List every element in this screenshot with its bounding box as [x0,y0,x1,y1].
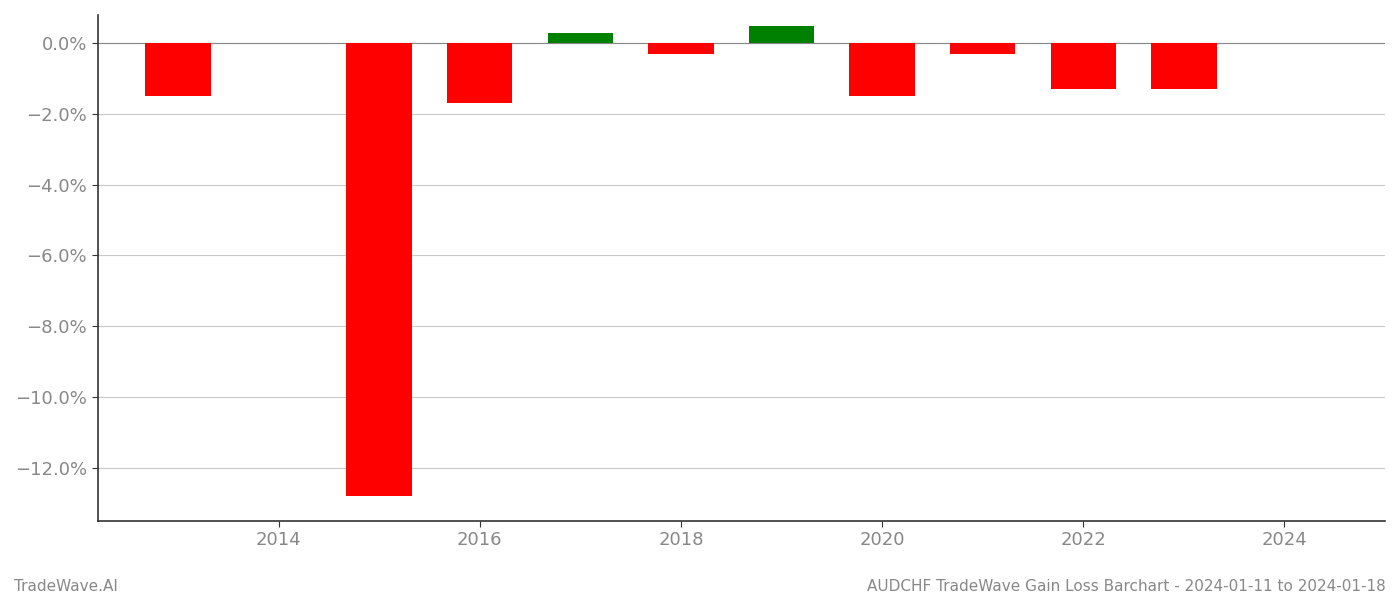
Bar [749,26,815,43]
Text: AUDCHF TradeWave Gain Loss Barchart - 2024-01-11 to 2024-01-18: AUDCHF TradeWave Gain Loss Barchart - 20… [867,579,1386,594]
Bar [850,43,914,97]
Bar [547,32,613,43]
Bar [1050,43,1116,89]
Text: TradeWave.AI: TradeWave.AI [14,579,118,594]
Bar [447,43,512,103]
Bar [146,43,210,97]
Bar [346,43,412,496]
Bar [951,43,1015,54]
Bar [648,43,714,54]
Bar [1151,43,1217,89]
